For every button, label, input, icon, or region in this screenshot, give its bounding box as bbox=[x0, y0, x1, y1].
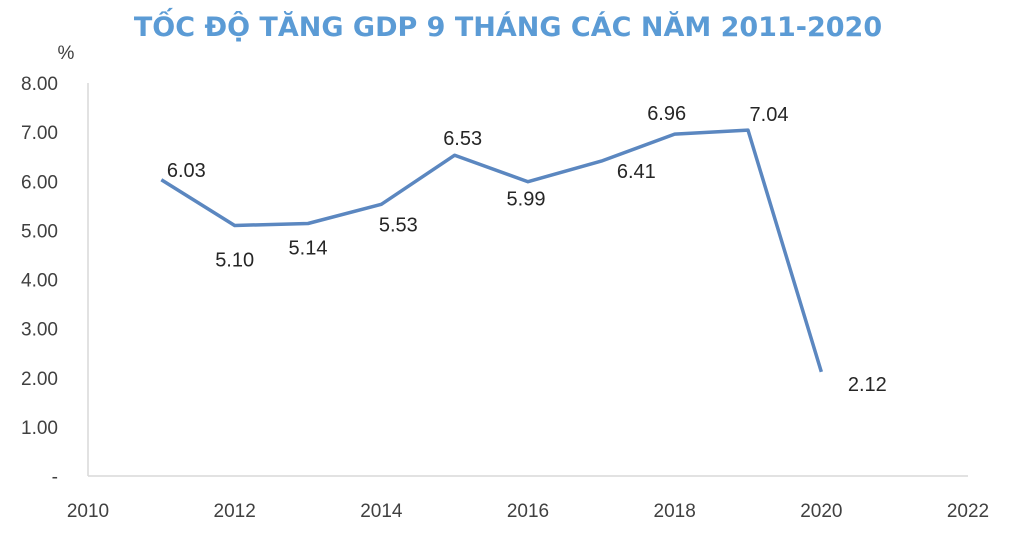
data-label: 6.96 bbox=[647, 103, 686, 125]
data-label: 2.12 bbox=[848, 374, 887, 396]
data-label: 6.53 bbox=[443, 128, 482, 150]
y-axis-label: % bbox=[58, 43, 75, 64]
x-tick-label: 2018 bbox=[654, 501, 696, 522]
data-label: 5.99 bbox=[507, 189, 546, 211]
x-tick-label: 2020 bbox=[800, 501, 842, 522]
y-tick-label: 2.00 bbox=[21, 369, 58, 390]
chart-title: TỐC ĐỘ TĂNG GDP 9 THÁNG CÁC NĂM 2011-202… bbox=[134, 7, 882, 43]
y-tick-label: 3.00 bbox=[21, 320, 58, 341]
x-tick-label: 2016 bbox=[507, 501, 549, 522]
data-label: 7.04 bbox=[750, 104, 789, 126]
y-tick-label: 7.00 bbox=[21, 123, 58, 144]
data-label: 5.53 bbox=[379, 214, 418, 236]
y-tick-label: - bbox=[52, 467, 58, 488]
data-label: 6.03 bbox=[167, 160, 206, 182]
series-line bbox=[160, 128, 824, 373]
y-tick-label: 6.00 bbox=[21, 172, 58, 193]
y-tick-label: 1.00 bbox=[21, 418, 58, 439]
x-tick-label: 2010 bbox=[67, 501, 109, 522]
y-tick-label: 4.00 bbox=[21, 271, 58, 292]
x-tick-label: 2022 bbox=[947, 501, 989, 522]
y-tick-label: 5.00 bbox=[21, 221, 58, 242]
x-tick-label: 2014 bbox=[360, 501, 403, 522]
data-label: 5.14 bbox=[289, 237, 328, 259]
x-tick-label: 2012 bbox=[214, 501, 256, 522]
y-tick-label: 8.00 bbox=[21, 74, 58, 95]
data-label: 6.41 bbox=[617, 161, 656, 183]
data-label: 5.10 bbox=[215, 249, 254, 271]
